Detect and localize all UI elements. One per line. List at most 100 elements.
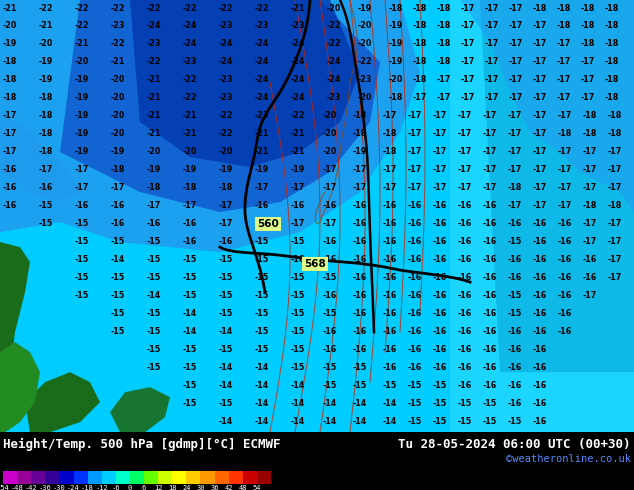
Text: -17: -17 xyxy=(608,165,622,173)
Text: -15: -15 xyxy=(255,237,269,245)
Text: -16: -16 xyxy=(483,219,497,227)
Text: -16: -16 xyxy=(583,255,597,264)
Text: -16: -16 xyxy=(353,200,367,210)
Text: -17: -17 xyxy=(583,219,597,227)
Text: -16: -16 xyxy=(558,237,572,245)
Text: -16: -16 xyxy=(558,309,572,318)
Text: -14: -14 xyxy=(291,381,305,390)
Text: -15: -15 xyxy=(39,200,53,210)
Text: -6: -6 xyxy=(112,485,120,490)
Text: -16: -16 xyxy=(3,165,17,173)
Bar xyxy=(101,471,116,484)
Text: 560: 560 xyxy=(257,219,279,229)
Text: -15: -15 xyxy=(323,309,337,318)
Text: -23: -23 xyxy=(255,21,269,29)
Text: -17: -17 xyxy=(75,165,89,173)
Text: -16: -16 xyxy=(111,200,125,210)
Text: -17: -17 xyxy=(533,200,547,210)
Text: -16: -16 xyxy=(323,344,337,354)
Text: -17: -17 xyxy=(485,74,499,83)
Polygon shape xyxy=(450,0,634,432)
Text: -15: -15 xyxy=(408,416,422,426)
Text: -17: -17 xyxy=(458,111,472,120)
Bar xyxy=(243,471,257,484)
Text: -17: -17 xyxy=(323,165,337,173)
Text: -15: -15 xyxy=(458,399,472,408)
Text: -14: -14 xyxy=(323,399,337,408)
Text: -18: -18 xyxy=(608,128,622,138)
Text: -15: -15 xyxy=(291,237,305,245)
Text: -20: -20 xyxy=(323,128,337,138)
Text: -21: -21 xyxy=(291,147,305,155)
Text: -18: -18 xyxy=(583,111,597,120)
Text: -18: -18 xyxy=(581,3,595,13)
Text: -16: -16 xyxy=(483,363,497,371)
Text: -18: -18 xyxy=(413,56,427,66)
Text: -16: -16 xyxy=(483,381,497,390)
Text: -17: -17 xyxy=(483,165,497,173)
Text: -16: -16 xyxy=(323,327,337,336)
Text: -17: -17 xyxy=(255,219,269,227)
Text: -18: -18 xyxy=(383,147,397,155)
Text: -16: -16 xyxy=(458,291,472,299)
Text: -15: -15 xyxy=(433,399,447,408)
Text: -36: -36 xyxy=(39,485,52,490)
Text: -23: -23 xyxy=(358,74,372,83)
Text: -15: -15 xyxy=(353,363,367,371)
Text: -18: -18 xyxy=(533,3,547,13)
Text: -17: -17 xyxy=(485,21,499,29)
Text: -15: -15 xyxy=(255,309,269,318)
Text: Tu 28-05-2024 06:00 UTC (00+30): Tu 28-05-2024 06:00 UTC (00+30) xyxy=(399,438,631,451)
Text: -17: -17 xyxy=(483,111,497,120)
Text: -17: -17 xyxy=(461,21,475,29)
Text: -19: -19 xyxy=(75,128,89,138)
Text: -15: -15 xyxy=(147,272,161,282)
Text: -15: -15 xyxy=(508,416,522,426)
Text: -15: -15 xyxy=(147,327,161,336)
Text: -20: -20 xyxy=(358,39,372,48)
Text: -15: -15 xyxy=(183,381,197,390)
Text: -16: -16 xyxy=(483,237,497,245)
Text: -15: -15 xyxy=(291,291,305,299)
Text: -18: -18 xyxy=(437,21,451,29)
Text: -17: -17 xyxy=(533,93,547,101)
Text: -18: -18 xyxy=(413,21,427,29)
Text: -19: -19 xyxy=(147,165,161,173)
Text: -15: -15 xyxy=(111,272,125,282)
Text: -24: -24 xyxy=(183,21,197,29)
Text: -16: -16 xyxy=(558,327,572,336)
Text: -17: -17 xyxy=(533,56,547,66)
Text: -15: -15 xyxy=(111,291,125,299)
Text: -15: -15 xyxy=(219,272,233,282)
Text: -16: -16 xyxy=(183,219,197,227)
Text: -22: -22 xyxy=(183,3,197,13)
Text: -16: -16 xyxy=(353,237,367,245)
Text: -18: -18 xyxy=(353,128,367,138)
Text: -17: -17 xyxy=(383,111,397,120)
Text: -15: -15 xyxy=(75,291,89,299)
Text: -19: -19 xyxy=(39,74,53,83)
Text: -15: -15 xyxy=(408,381,422,390)
Text: -16: -16 xyxy=(433,255,447,264)
Text: -15: -15 xyxy=(323,272,337,282)
Text: -18: -18 xyxy=(3,74,17,83)
Text: -21: -21 xyxy=(291,3,305,13)
Text: -16: -16 xyxy=(408,272,422,282)
Text: -16: -16 xyxy=(433,237,447,245)
Text: -20: -20 xyxy=(147,147,161,155)
Text: -15: -15 xyxy=(183,255,197,264)
Text: -17: -17 xyxy=(581,93,595,101)
Text: -14: -14 xyxy=(255,381,269,390)
Text: -18: -18 xyxy=(39,128,53,138)
Text: -17: -17 xyxy=(291,219,305,227)
Text: -15: -15 xyxy=(147,255,161,264)
Text: -17: -17 xyxy=(558,147,572,155)
Text: -16: -16 xyxy=(458,344,472,354)
Text: -21: -21 xyxy=(39,21,53,29)
Text: -15: -15 xyxy=(255,272,269,282)
Text: -17: -17 xyxy=(509,93,523,101)
Text: -23: -23 xyxy=(255,111,269,120)
Text: -16: -16 xyxy=(483,255,497,264)
Text: -20: -20 xyxy=(323,111,337,120)
Text: -16: -16 xyxy=(583,272,597,282)
